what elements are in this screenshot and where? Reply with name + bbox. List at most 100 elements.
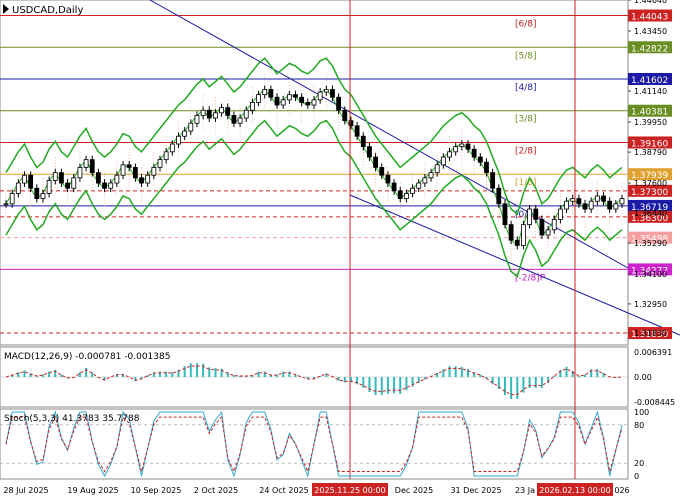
- candle-body: [157, 159, 163, 168]
- macd-tick-label: 0.006391: [634, 348, 672, 357]
- time-tick-label: Dec 2025: [395, 486, 433, 495]
- macd-tick-label: 0.00: [634, 373, 652, 382]
- time-tick-label: 2 Oct 2025: [194, 486, 238, 495]
- candle-body: [521, 224, 526, 246]
- candle-body: [46, 180, 52, 194]
- candle-body: [305, 102, 311, 106]
- time-tick-label: 10 Sep 2025: [131, 486, 182, 495]
- candle-body: [373, 156, 379, 168]
- candle-body: [206, 109, 212, 119]
- candle-body: [96, 172, 101, 184]
- candle-body: [447, 151, 452, 158]
- candle-body: [213, 112, 218, 119]
- candle-body: [243, 109, 249, 119]
- symbol-label: USDCAD,Daily: [12, 5, 83, 16]
- time-tick-label: 24 Oct 2025: [259, 486, 308, 495]
- candle-body: [139, 177, 144, 184]
- price-tick-label: 1.32950: [634, 300, 667, 309]
- candle-body: [354, 125, 360, 137]
- candle-body: [496, 187, 502, 205]
- level-value: 1.41602: [631, 76, 668, 86]
- price-tick-label: 1.35290: [634, 239, 667, 248]
- candle-body: [52, 172, 58, 181]
- level-value: 1.36300: [631, 214, 668, 224]
- candle-body: [471, 148, 477, 158]
- level-value-box: [628, 72, 672, 85]
- candle-body: [59, 172, 64, 184]
- level-value-box: [628, 184, 672, 197]
- macd-label: MACD(12,26,9) -0.000781 -0.001385: [4, 352, 170, 362]
- candle-body: [231, 115, 237, 124]
- time-tick-label: 19 Aug 2025: [67, 486, 118, 495]
- level-value: 1.36719: [631, 203, 668, 213]
- candle-body: [397, 190, 403, 200]
- candle-body: [336, 96, 342, 111]
- murrey-label: [0/8]: [515, 210, 537, 220]
- price-panel: [0, 0, 629, 346]
- candle-body: [619, 198, 625, 205]
- candle-body: [237, 117, 243, 124]
- candle-body: [169, 143, 175, 153]
- candle-body: [225, 107, 231, 116]
- candle-body: [428, 172, 434, 179]
- candle-body: [551, 219, 557, 231]
- bollinger-upper: [5, 57, 623, 216]
- price-tick-label: 1.39950: [634, 118, 667, 127]
- murrey-label: [2/8]: [515, 146, 537, 156]
- candle-body: [132, 167, 138, 179]
- price-tick-label: 1.41140: [634, 87, 667, 96]
- level-value: 1.37300: [631, 188, 668, 198]
- candle-body: [410, 187, 415, 194]
- candle-body: [539, 219, 545, 236]
- murrey-label: [6/8]: [515, 20, 537, 30]
- candle-body: [176, 135, 181, 145]
- level-value-box: [628, 210, 672, 223]
- level-value-box: [628, 136, 672, 149]
- candle-body: [163, 151, 169, 161]
- candle-body: [453, 146, 459, 153]
- bollinger-lower: [5, 119, 623, 278]
- candle-body: [385, 174, 391, 184]
- candle-body: [77, 167, 83, 179]
- candle-body: [533, 208, 539, 220]
- candle-body: [317, 91, 323, 101]
- murrey-label: [-2/8]P: [515, 273, 546, 283]
- price-tick-label: 1.44640: [634, 0, 667, 5]
- stoch-tick-label: 20: [634, 459, 644, 468]
- candle-body: [465, 143, 471, 150]
- candle-body: [286, 94, 292, 101]
- candle-body: [114, 174, 120, 184]
- candle-body: [219, 107, 225, 114]
- stoch-tick-label: 80: [634, 421, 644, 430]
- candle-body: [311, 99, 317, 106]
- candle-body: [182, 130, 188, 137]
- price-tick-label: 1.43450: [634, 27, 667, 36]
- candle-body: [126, 164, 132, 168]
- time-tick-label: 31 Dec 2025: [450, 486, 501, 495]
- candle-body: [330, 89, 335, 98]
- candle-body: [422, 177, 428, 184]
- macd-indicator: [0, 363, 628, 399]
- level-value: 1.44043: [631, 13, 668, 23]
- level-value-box: [628, 168, 672, 181]
- murrey-label: [1/8]: [515, 178, 537, 188]
- candle-body: [28, 174, 34, 189]
- candle-body: [120, 164, 126, 176]
- stoch-tick-label: 0: [634, 472, 639, 481]
- candle-body: [391, 182, 397, 192]
- time-tick-label: 23 Ja: [515, 486, 535, 495]
- candle-body: [22, 174, 27, 184]
- time-tick-label: 026: [614, 486, 629, 495]
- price-tick-label: 1.38790: [634, 148, 667, 157]
- time-axis: 28 Jul 2025 19 Aug 2025 10 Sep 2025 2 Oct 2…: [3, 483, 630, 496]
- candle-body: [502, 203, 508, 226]
- candle-body: [403, 193, 409, 200]
- macd-signal-line: [5, 365, 623, 396]
- candle-body: [249, 102, 255, 111]
- level-value: 1.42822: [631, 44, 668, 54]
- level-value: 1.31830: [631, 330, 668, 340]
- price-tick-label: 1.36440: [634, 209, 667, 218]
- time-tick-label: 2025.11.25 00:00: [314, 486, 385, 495]
- candle-body: [613, 203, 619, 210]
- murrey-label: [4/8]: [515, 83, 537, 93]
